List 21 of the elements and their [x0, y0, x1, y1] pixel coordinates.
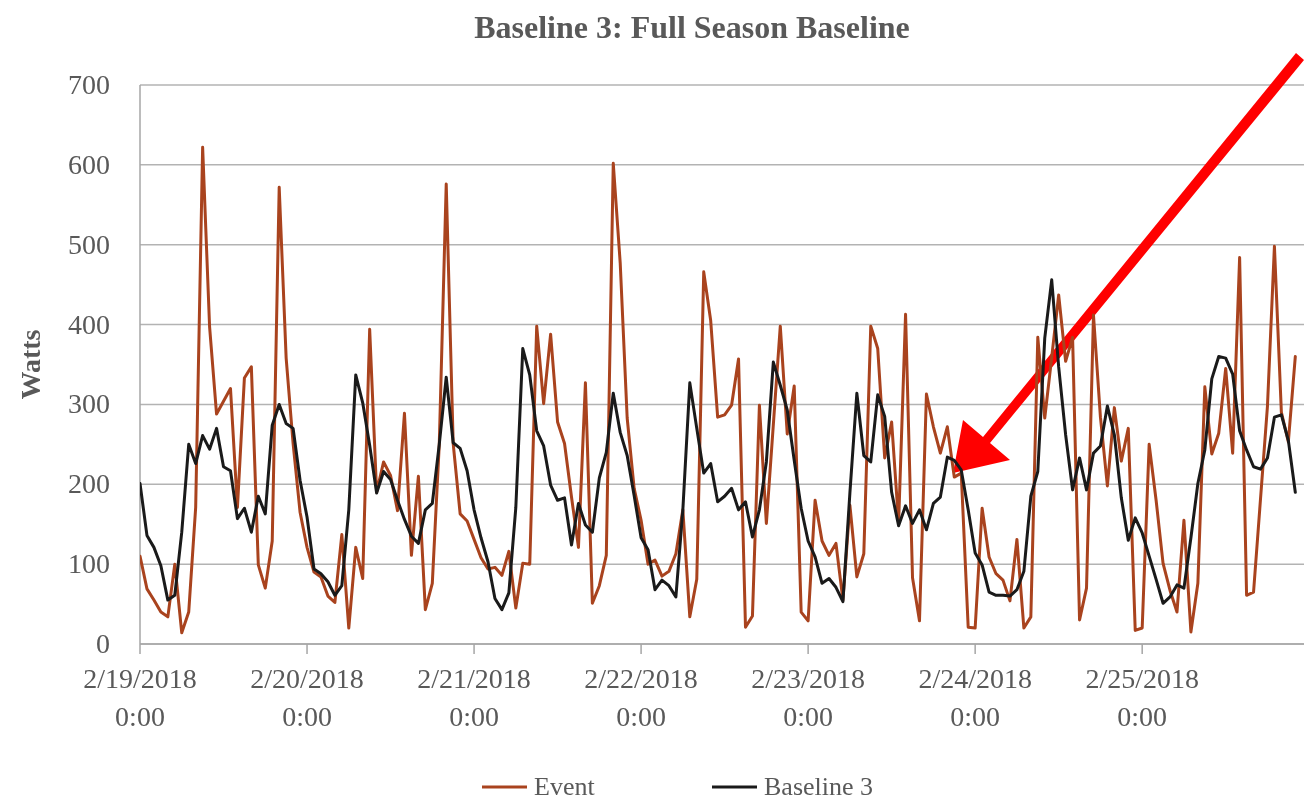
y-tick-label: 0 — [96, 628, 110, 659]
x-tick-label: 2/21/2018 0:00 — [417, 663, 531, 732]
x-tick-label: 2/20/2018 0:00 — [250, 663, 364, 732]
y-tick-label: 600 — [68, 148, 110, 180]
line-series — [140, 145, 1297, 635]
y-tick-label: 200 — [68, 468, 110, 500]
y-tick-label: 400 — [68, 308, 110, 340]
y-tick-label: 500 — [68, 228, 110, 260]
legend-label: Baseline 3 — [764, 772, 874, 801]
y-axis-title: Watts — [15, 329, 46, 400]
chart-title: Baseline 3: Full Season Baseline — [474, 9, 910, 45]
x-tick-label: 2/22/2018 0:00 — [584, 663, 698, 732]
x-tick-label: 2/19/2018 0:00 — [83, 663, 197, 732]
legend-label: Event — [534, 772, 596, 801]
y-tick-label: 300 — [68, 388, 110, 420]
y-tick-label: 700 — [68, 69, 110, 100]
x-tick-label: 2/23/2018 0:00 — [751, 663, 865, 732]
line-series — [140, 278, 1297, 612]
x-tick-label: 2/24/2018 0:00 — [918, 663, 1032, 732]
y-tick-label: 100 — [68, 548, 110, 580]
x-tick-label: 2/25/2018 0:00 — [1085, 663, 1199, 732]
